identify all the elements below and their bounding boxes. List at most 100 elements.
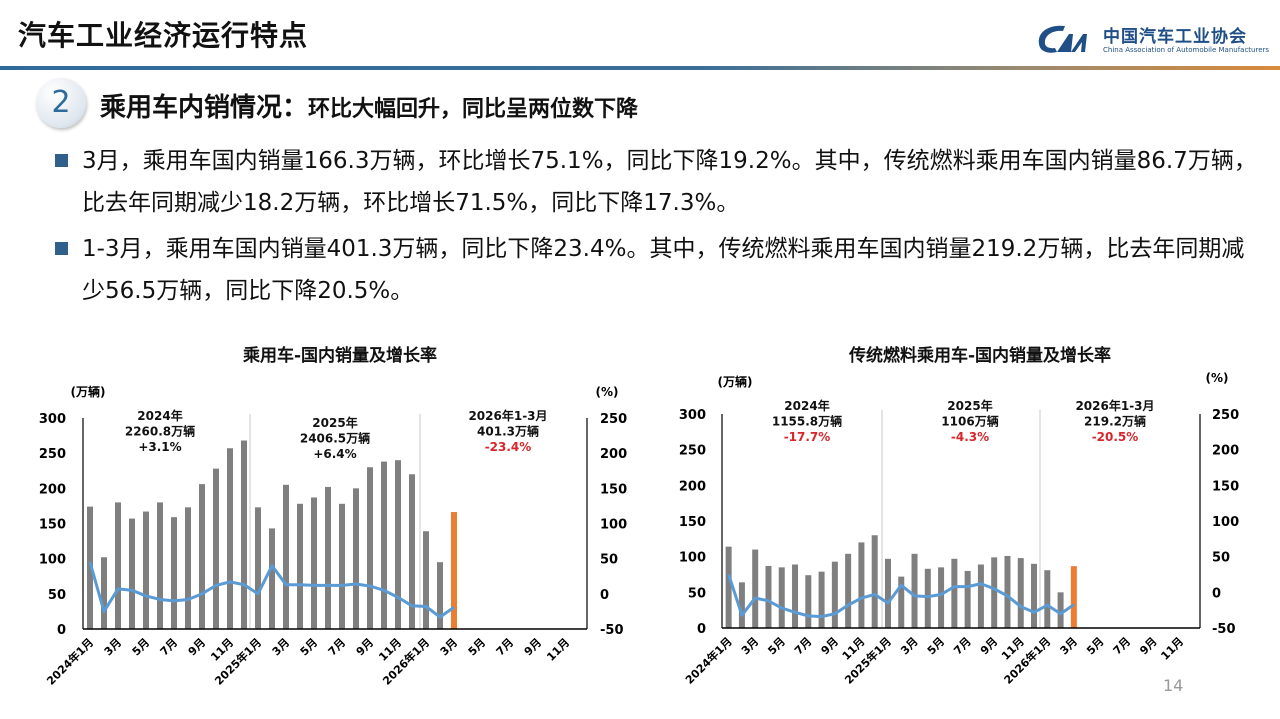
page-number: 14: [1163, 676, 1184, 695]
caam-logo: 中国汽车工业协会 China Association of Automobile…: [1035, 22, 1275, 58]
bar-9: [213, 468, 219, 629]
y-tick-label: 250: [39, 447, 66, 462]
bar-14: [911, 553, 918, 628]
period-annotation: 2024年: [784, 398, 829, 413]
chart-conventional-fuel-car: (万辆) (%) 0 50 100 150 200 250 300 -50 0 50 100 150 200…: [679, 371, 1239, 687]
y-tick-label: 300: [39, 412, 66, 427]
bar-16: [938, 567, 945, 628]
bar-17: [951, 558, 958, 628]
bar-19: [353, 488, 359, 629]
y-tick-label: 150: [39, 518, 66, 533]
bar-22: [1017, 558, 1024, 628]
period-annotation: -17.7%: [784, 430, 831, 444]
y2-tick-label: 250: [600, 412, 627, 427]
y2-tick-label: 50: [1212, 551, 1230, 566]
y2-tick-label: 200: [600, 447, 627, 462]
bar-13: [269, 528, 275, 629]
bar-13: [898, 576, 905, 628]
x-tick-label: 3月: [898, 635, 920, 657]
period-annotation: +3.1%: [138, 440, 181, 454]
bar-21: [381, 461, 387, 629]
period-annotation: 219.2万辆: [1084, 414, 1146, 429]
x-tick-label: 9月: [1137, 635, 1159, 657]
bullet-square-icon: [55, 242, 68, 255]
x-tick-label: 9月: [978, 635, 1000, 657]
y-tick-label: 50: [48, 588, 66, 603]
period-annotation: -4.3%: [951, 430, 989, 444]
y-tick-label: 250: [679, 444, 706, 459]
bar-7: [818, 571, 825, 628]
x-tick-label: 5月: [925, 635, 947, 657]
bar-10: [227, 448, 233, 629]
bar-15: [297, 503, 303, 629]
bar-17: [325, 486, 331, 629]
y-tick-label: 300: [679, 408, 706, 423]
bar-14: [283, 484, 289, 629]
bar-3: [765, 565, 772, 628]
bar-0: [725, 546, 732, 628]
x-tick-label: 9月: [522, 636, 544, 658]
bar-18: [339, 503, 345, 629]
bar-1: [101, 557, 107, 629]
period-annotation: 2406.5万辆: [300, 431, 370, 446]
x-tick-label: 7月: [326, 636, 348, 658]
bar-11: [871, 535, 878, 628]
x-tick-label: 9月: [186, 636, 208, 658]
section-subtitle: 环比大幅回升，同比呈两位数下降: [308, 97, 639, 122]
logo-text-en: China Association of Automobile Manufact…: [1103, 46, 1270, 54]
bullet-square-icon: [55, 154, 68, 167]
period-annotation: -23.4%: [485, 440, 532, 454]
period-annotation: 2026年1-3月: [468, 408, 547, 423]
bullet-text: 3月，乘用车国内销量166.3万辆，环比增长75.1%，同比下降19.2%。其中…: [82, 148, 1257, 216]
period-annotation: 2026年1-3月: [1075, 398, 1154, 413]
period-annotation: 2025年: [947, 398, 992, 413]
bar-0: [87, 506, 93, 629]
x-tick-label: 11月: [1158, 635, 1186, 663]
bullet-item: 1-3月，乘用车国内销量401.3万辆，同比下降23.4%。其中，传统燃料乘用车…: [55, 228, 1255, 312]
bar-23: [409, 474, 415, 629]
bar-3: [129, 518, 135, 629]
period-annotation: 1106万辆: [941, 414, 998, 429]
bar-15: [924, 568, 931, 628]
x-tick-label: 3月: [102, 636, 124, 658]
y2-tick-label: 200: [1212, 444, 1239, 459]
y2-tick-label: 150: [600, 482, 627, 497]
y-tick-label: 50: [688, 586, 706, 601]
bar-20: [991, 557, 998, 628]
y-tick-label: 200: [679, 479, 706, 494]
bullet-item: 3月，乘用车国内销量166.3万辆，环比增长75.1%，同比下降19.2%。其中…: [55, 140, 1257, 224]
bar-19: [977, 564, 984, 628]
y2-tick-label: 100: [600, 518, 627, 533]
section-number-badge: 2: [36, 78, 86, 128]
x-tick-label: 5月: [765, 635, 787, 657]
y2-tick-label: -50: [600, 623, 624, 638]
x-tick-label: 7月: [792, 635, 814, 657]
x-tick-label: 3月: [1058, 635, 1080, 657]
bar-26: [1070, 566, 1077, 628]
bar-6: [171, 517, 177, 629]
y2-tick-label: 0: [600, 588, 609, 603]
bar-26: [451, 512, 457, 629]
x-tick-label: 5月: [1084, 635, 1106, 657]
section-title-main: 乘用车内销情况：: [100, 93, 309, 123]
period-annotation: -20.5%: [1092, 430, 1139, 444]
x-tick-label: 5月: [298, 636, 320, 658]
x-tick-label: 5月: [130, 636, 152, 658]
bar-12: [255, 507, 261, 629]
y2-tick-label: -50: [1212, 622, 1236, 637]
bar-23: [1031, 563, 1038, 628]
y2-axis-unit-label: (%): [1206, 371, 1229, 385]
y-tick-label: 100: [39, 553, 66, 568]
bar-5: [792, 564, 799, 628]
x-tick-label: 7月: [158, 636, 180, 658]
chart-title-right: 传统燃料乘用车-国内销量及增长率: [848, 346, 1112, 366]
period-annotation: 401.3万辆: [477, 424, 539, 439]
bar-10: [858, 542, 865, 628]
x-tick-label: 9月: [819, 635, 841, 657]
period-annotation: 2024年: [137, 408, 182, 423]
x-tick-label: 7月: [951, 635, 973, 657]
y2-tick-label: 50: [600, 553, 618, 568]
y2-tick-label: 100: [1212, 515, 1239, 530]
bar-9: [845, 553, 852, 628]
bar-11: [241, 440, 247, 629]
